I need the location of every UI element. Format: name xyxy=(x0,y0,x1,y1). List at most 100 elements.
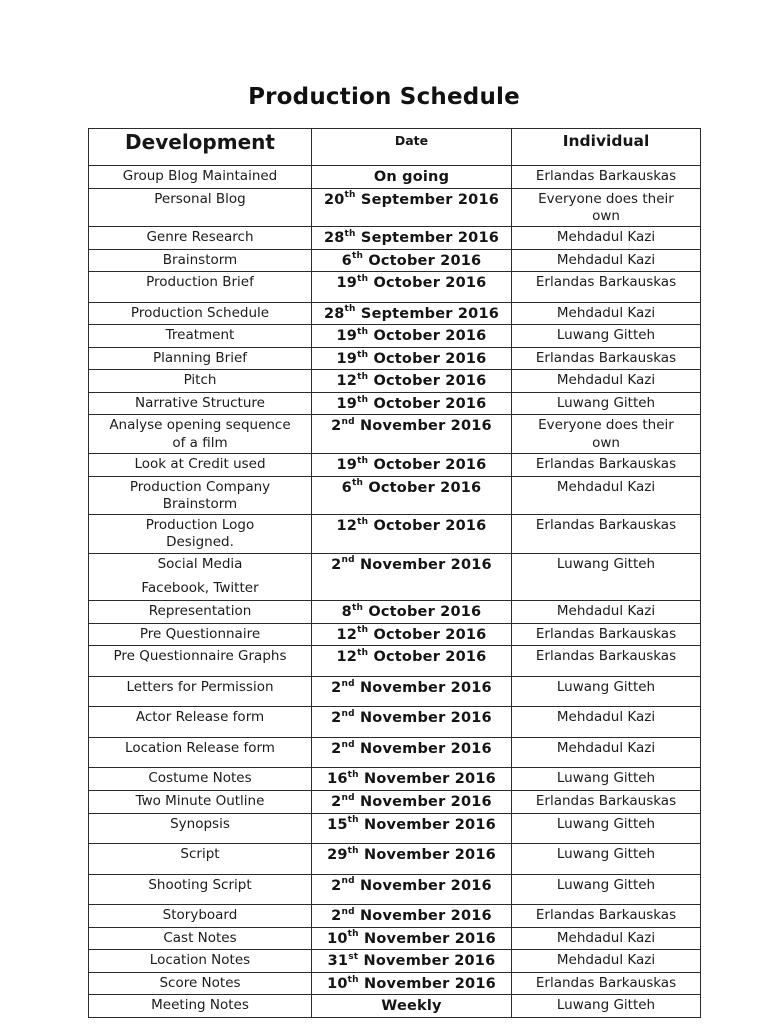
date-text: November 2016 xyxy=(354,908,492,925)
date-text: October 2016 xyxy=(363,479,482,496)
individual-text: Mehdadul Kazi xyxy=(556,709,656,726)
date-day: 12 xyxy=(336,518,358,535)
table-row: Production Brief 19th October 2016 Erlanda… xyxy=(88,271,701,303)
date-ordinal: th xyxy=(344,228,356,239)
development-cell: Treatment xyxy=(88,324,312,348)
table-row: Shooting Script 2nd November 2016 Luwang G… xyxy=(88,873,701,906)
date-cell: 6th October 2016 xyxy=(311,248,512,273)
date-text: November 2016 xyxy=(354,418,492,435)
individual-cell: Mehdadul Kazi xyxy=(511,706,701,738)
date-cell: 2nd November 2016 xyxy=(311,736,512,769)
individual-text: Luwang Gitteh xyxy=(556,770,656,787)
table-row: Cast Notes 10th November 2016 Mehdadul Kaz… xyxy=(88,926,701,951)
individual-cell: Erlandas Barkauskas xyxy=(511,789,701,814)
table-row: Costume Notes 16th November 2016 Luwang Gi… xyxy=(88,767,701,791)
date-ordinal: th xyxy=(344,190,356,201)
individual-text: Luwang Gitteh xyxy=(556,327,656,344)
date-cell: 2nd November 2016 xyxy=(311,873,512,906)
development-text: Storyboard xyxy=(162,907,238,924)
date-text: November 2016 xyxy=(358,953,496,970)
individual-cell: Mehdadul Kazi xyxy=(511,926,701,951)
date-ordinal: nd xyxy=(341,739,355,750)
development-cell: Production Schedule xyxy=(88,301,312,326)
date-day: 2 xyxy=(331,877,342,894)
individual-text: Everyone does their xyxy=(538,190,674,207)
date-text: October 2016 xyxy=(363,604,482,621)
date-text: November 2016 xyxy=(358,847,496,864)
development-text: Group Blog Maintained xyxy=(122,168,278,184)
date-day: 19 xyxy=(336,350,358,367)
date-ordinal: nd xyxy=(341,417,355,428)
individual-cell: Luwang Gitteh xyxy=(511,843,701,875)
date-ordinal: th xyxy=(357,647,369,658)
development-cell: Analyse opening sequence of a film xyxy=(88,414,312,454)
individual-cell: Luwang Gitteh xyxy=(511,873,701,906)
individual-cell: Erlandas Barkauskas xyxy=(511,645,701,677)
date-day: 2 xyxy=(331,710,342,727)
development-cell: Group Blog Maintained xyxy=(88,165,312,189)
table-row: Synopsis 15th November 2016 Luwang Gitteh xyxy=(88,812,701,845)
development-cell: Genre Research xyxy=(88,226,312,250)
development-text: Brainstorm xyxy=(162,251,238,268)
date-ordinal: th xyxy=(357,372,369,383)
table-row: Two Minute Outline 2nd November 2016 Erlan… xyxy=(88,789,701,814)
date-text: October 2016 xyxy=(368,649,487,666)
date-text: November 2016 xyxy=(354,877,492,894)
development-text: Score Notes xyxy=(159,974,241,991)
date-day: 12 xyxy=(336,626,358,643)
date-cell: 2nd November 2016 xyxy=(311,904,512,928)
date-ordinal: th xyxy=(347,845,359,856)
date-cell: 12th October 2016 xyxy=(311,645,512,677)
development-cell: Pitch xyxy=(88,369,312,393)
individual-text: Mehdadul Kazi xyxy=(556,478,656,495)
column-header-individual: Individual xyxy=(511,128,701,166)
individual-text: Erlandas Barkauskas xyxy=(535,625,677,642)
individual-text: Mehdadul Kazi xyxy=(556,952,656,969)
development-text: Script xyxy=(180,846,220,863)
table-row: Pre Questionnaire Graphs 12th October 201… xyxy=(88,645,701,677)
development-text: Pre Questionnaire xyxy=(139,625,261,642)
date-cell: 20th September 2016 xyxy=(311,187,512,228)
individual-text: own xyxy=(592,434,620,451)
development-cell: Narrative Structure xyxy=(88,391,312,416)
development-text: Meeting Notes xyxy=(151,997,249,1014)
development-cell: Representation xyxy=(88,600,312,624)
development-cell: Location Release form xyxy=(88,736,312,769)
development-text: of a film xyxy=(172,434,228,451)
date-cell: 12th October 2016 xyxy=(311,514,512,554)
date-text: October 2016 xyxy=(368,518,487,535)
individual-text: Erlandas Barkauskas xyxy=(535,907,677,924)
table-header-row: Development Date Individual xyxy=(88,128,701,166)
date-text: October 2016 xyxy=(368,350,487,367)
date-day: 10 xyxy=(327,975,348,992)
date-ordinal: nd xyxy=(341,906,355,917)
individual-cell: Erlandas Barkauskas xyxy=(511,971,701,996)
date-text: October 2016 xyxy=(368,456,487,473)
individual-cell: Everyone does their own xyxy=(511,414,701,454)
individual-cell: Erlandas Barkauskas xyxy=(511,514,701,554)
date-cell: 8th October 2016 xyxy=(311,600,512,624)
development-text: Social Media xyxy=(157,555,243,572)
date-text: November 2016 xyxy=(354,793,492,810)
development-text: Production Brief xyxy=(146,274,254,291)
table-row: Script 29th November 2016 Luwang Gitteh xyxy=(88,843,701,875)
date-day: 29 xyxy=(327,847,348,864)
date-text: September 2016 xyxy=(355,230,500,247)
development-cell: Pre Questionnaire Graphs xyxy=(88,645,312,677)
date-day: 6 xyxy=(341,479,352,496)
date-text: November 2016 xyxy=(354,740,492,757)
date-cell: 2nd November 2016 xyxy=(311,706,512,738)
individual-cell: Luwang Gitteh xyxy=(511,552,701,602)
table-row: Treatment 19th October 2016 Luwang Gitteh xyxy=(88,324,701,348)
date-text: September 2016 xyxy=(355,305,500,322)
date-cell: 12th October 2016 xyxy=(311,369,512,393)
development-text: Production Logo xyxy=(145,517,255,534)
date-ordinal: th xyxy=(347,815,359,826)
individual-cell: Erlandas Barkauskas xyxy=(511,452,701,477)
table-row: Location Notes 31st November 2016 Mehdadul… xyxy=(88,949,701,973)
development-cell: Synopsis xyxy=(88,812,312,845)
table-row: Meeting Notes Weekly Luwang Gitteh xyxy=(88,994,701,1018)
development-text: Synopsis xyxy=(170,815,230,832)
individual-text: Erlandas Barkauskas xyxy=(535,517,677,534)
